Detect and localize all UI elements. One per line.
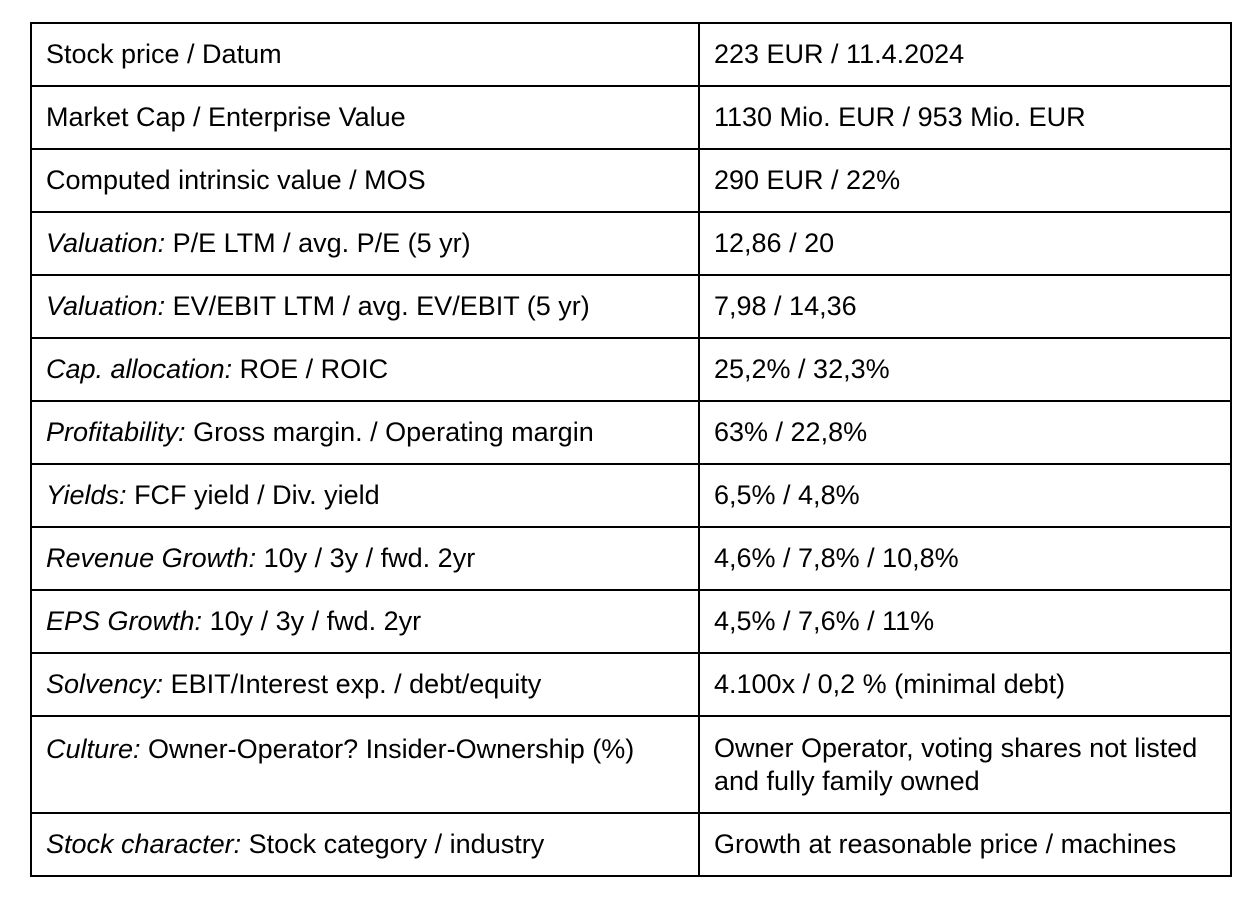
table-row: Revenue Growth: 10y / 3y / fwd. 2yr 4,6%… xyxy=(30,526,1232,591)
metric-value: 290 EUR / 22% xyxy=(698,148,1232,213)
metric-label: Revenue Growth: 10y / 3y / fwd. 2yr xyxy=(30,526,700,591)
table-row: Stock character: Stock category / indust… xyxy=(30,812,1232,877)
metric-value: 25,2% / 32,3% xyxy=(698,337,1232,402)
metric-category: Cap. allocation: xyxy=(46,354,233,384)
table-row: Valuation: EV/EBIT LTM / avg. EV/EBIT (5… xyxy=(30,274,1232,339)
stock-metrics-table: Stock price / Datum 223 EUR / 11.4.2024 … xyxy=(30,22,1232,877)
metric-category: Valuation: xyxy=(46,291,166,321)
metric-name: ROE / ROIC xyxy=(232,354,389,384)
metric-value: 6,5% / 4,8% xyxy=(698,463,1232,528)
metric-value: 12,86 / 20 xyxy=(698,211,1232,276)
metric-value: 7,98 / 14,36 xyxy=(698,274,1232,339)
metric-category: Valuation: xyxy=(46,228,166,258)
metric-category: Revenue Growth: xyxy=(46,543,257,573)
table-row: Valuation: P/E LTM / avg. P/E (5 yr) 12,… xyxy=(30,211,1232,276)
metric-name: Stock category / industry xyxy=(241,829,545,859)
metric-category: EPS Growth: xyxy=(46,606,203,636)
metric-name: Market Cap / Enterprise Value xyxy=(46,102,406,132)
metric-name: 10y / 3y / fwd. 2yr xyxy=(202,606,422,636)
metric-label: Yields: FCF yield / Div. yield xyxy=(30,463,700,528)
metric-label: Profitability: Gross margin. / Operating… xyxy=(30,400,700,465)
table-row: EPS Growth: 10y / 3y / fwd. 2yr 4,5% / 7… xyxy=(30,589,1232,654)
metric-value: 4.100x / 0,2 % (minimal debt) xyxy=(698,652,1232,717)
metric-category: Profitability: xyxy=(46,417,186,447)
metric-category: Stock character: xyxy=(46,829,242,859)
metric-label: Valuation: EV/EBIT LTM / avg. EV/EBIT (5… xyxy=(30,274,700,339)
table-row: Solvency: EBIT/Interest exp. / debt/equi… xyxy=(30,652,1232,717)
metric-category: Yields: xyxy=(46,480,127,510)
metric-category: Solvency: xyxy=(46,669,164,699)
metric-label: Solvency: EBIT/Interest exp. / debt/equi… xyxy=(30,652,700,717)
metric-value: 1130 Mio. EUR / 953 Mio. EUR xyxy=(698,85,1232,150)
table-row: Yields: FCF yield / Div. yield 6,5% / 4,… xyxy=(30,463,1232,528)
table-row: Market Cap / Enterprise Value 1130 Mio. … xyxy=(30,85,1232,150)
metric-name: Stock price / Datum xyxy=(46,39,282,69)
table-row: Culture: Owner-Operator? Insider-Ownersh… xyxy=(30,715,1232,814)
metric-label: EPS Growth: 10y / 3y / fwd. 2yr xyxy=(30,589,700,654)
metric-label: Market Cap / Enterprise Value xyxy=(30,85,700,150)
metric-value: Owner Operator, voting shares not listed… xyxy=(698,715,1232,814)
metric-value: 4,5% / 7,6% / 11% xyxy=(698,589,1232,654)
metric-name: EV/EBIT LTM / avg. EV/EBIT (5 yr) xyxy=(165,291,590,321)
metric-label: Culture: Owner-Operator? Insider-Ownersh… xyxy=(30,715,700,814)
metric-value: Growth at reasonable price / machines xyxy=(698,812,1232,877)
table-row: Profitability: Gross margin. / Operating… xyxy=(30,400,1232,465)
metric-value: 223 EUR / 11.4.2024 xyxy=(698,22,1232,87)
metric-name: P/E LTM / avg. P/E (5 yr) xyxy=(165,228,471,258)
metric-category: Culture: xyxy=(46,734,141,764)
metric-label: Valuation: P/E LTM / avg. P/E (5 yr) xyxy=(30,211,700,276)
metric-name: FCF yield / Div. yield xyxy=(126,480,380,510)
metric-name: EBIT/Interest exp. / debt/equity xyxy=(163,669,542,699)
metric-label: Stock character: Stock category / indust… xyxy=(30,812,700,877)
metric-value: 63% / 22,8% xyxy=(698,400,1232,465)
metric-value: 4,6% / 7,8% / 10,8% xyxy=(698,526,1232,591)
metric-name: 10y / 3y / fwd. 2yr xyxy=(256,543,476,573)
table-row: Computed intrinsic value / MOS 290 EUR /… xyxy=(30,148,1232,213)
table-row: Stock price / Datum 223 EUR / 11.4.2024 xyxy=(30,22,1232,87)
metric-name: Owner-Operator? Insider-Ownership (%) xyxy=(140,734,635,764)
metric-name: Computed intrinsic value / MOS xyxy=(46,165,426,195)
metric-label: Cap. allocation: ROE / ROIC xyxy=(30,337,700,402)
metric-label: Stock price / Datum xyxy=(30,22,700,87)
table-row: Cap. allocation: ROE / ROIC 25,2% / 32,3… xyxy=(30,337,1232,402)
metric-label: Computed intrinsic value / MOS xyxy=(30,148,700,213)
metric-name: Gross margin. / Operating margin xyxy=(185,417,594,447)
